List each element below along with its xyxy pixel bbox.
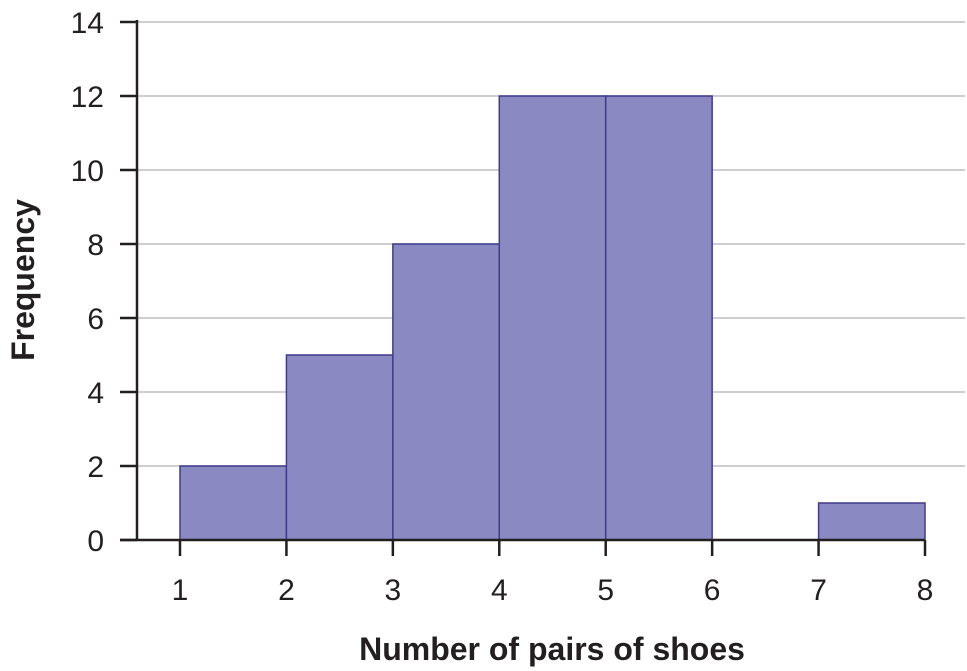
x-tick-label-7: 7 [810,574,827,607]
y-tick-label-8: 8 [87,229,104,262]
x-tick-label-6: 6 [704,574,721,607]
x-tick-label-1: 1 [172,574,189,607]
y-tick-label-4: 4 [87,377,104,410]
bar-5-6 [604,95,713,541]
bar-1-2 [179,465,288,541]
bar-3-4 [392,243,501,541]
x-tick-label-3: 3 [385,574,402,607]
y-tick-label-10: 10 [71,155,104,188]
y-tick-label-14: 14 [71,7,104,40]
y-tick-label-0: 0 [87,525,104,558]
y-tick-label-6: 6 [87,303,104,336]
y-axis-title: Frequency [5,199,41,361]
x-tick-label-5: 5 [597,574,614,607]
x-tick-label-4: 4 [491,574,508,607]
x-tick-label-2: 2 [278,574,295,607]
axes [120,20,927,556]
bar-2-3 [285,354,394,541]
bar-4-5 [498,95,607,541]
bars [179,95,926,541]
x-tick-label-8: 8 [917,574,934,607]
y-tick-label-12: 12 [71,81,104,114]
bar-7-8 [817,502,926,541]
y-tick-label-2: 2 [87,451,104,484]
x-axis-title: Number of pairs of shoes [359,631,745,667]
